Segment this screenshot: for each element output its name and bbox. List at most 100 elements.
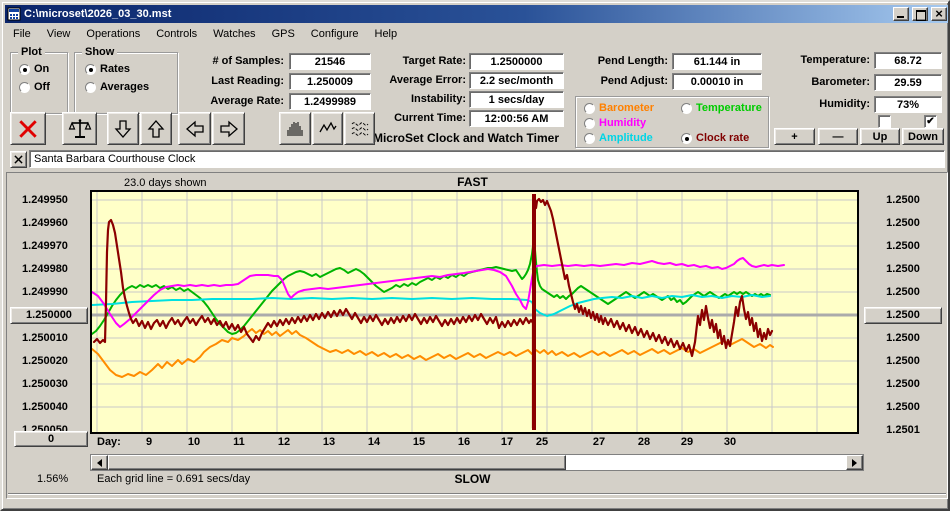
- temperature-field[interactable]: 68.72: [874, 52, 942, 69]
- minimize-button[interactable]: [893, 7, 909, 21]
- clock-name-field[interactable]: Santa Barbara Courthouse Clock: [29, 150, 945, 168]
- radio-icon[interactable]: [584, 102, 595, 114]
- radio-amplitude[interactable]: Amplitude: [584, 132, 653, 144]
- x-icon: [14, 155, 23, 164]
- zero-button[interactable]: 0: [14, 431, 88, 447]
- radio-icon[interactable]: [584, 117, 595, 129]
- series-clock-rate: [92, 195, 774, 430]
- title-bar[interactable]: C:\microset\2026_03_30.mst: [5, 5, 948, 23]
- plot-group: Plot On Off: [10, 46, 68, 114]
- y-axis-center-button[interactable]: 1.2500: [864, 307, 942, 324]
- radio-icon[interactable]: [681, 132, 692, 144]
- menu-item-operations[interactable]: Operations: [86, 28, 141, 40]
- radio-label: On: [34, 63, 50, 75]
- day-tick-30: 30: [723, 436, 737, 448]
- current-time-label: Current Time:: [394, 112, 466, 124]
- sensor-select-group: Barometer Humidity Amplitude Temperature…: [575, 96, 769, 148]
- grid-note-label: Each grid line = 0.691 secs/day: [97, 473, 251, 485]
- delete-button[interactable]: [10, 112, 46, 145]
- samples-field[interactable]: 21546: [289, 53, 371, 70]
- menu-item-view[interactable]: View: [46, 28, 71, 40]
- radio-show-averages[interactable]: Averages: [85, 81, 149, 93]
- scrollbar-thumb[interactable]: [108, 455, 566, 470]
- histogram-view-button[interactable]: [279, 112, 311, 145]
- temperature-label: Temperature:: [800, 54, 870, 66]
- radio-icon[interactable]: [584, 132, 595, 144]
- red-x-icon: [19, 119, 37, 138]
- radio-icon[interactable]: [19, 63, 30, 75]
- last-reading-field[interactable]: 1.250009: [289, 73, 371, 90]
- radio-clock-rate[interactable]: Clock rate: [681, 132, 749, 144]
- fast-label: FAST: [457, 175, 488, 189]
- scroll-right-button[interactable]: [846, 455, 863, 470]
- close-button[interactable]: [931, 7, 947, 21]
- plus-button[interactable]: +: [774, 128, 815, 145]
- series-humidity: [92, 257, 785, 328]
- balance-button[interactable]: [62, 112, 97, 145]
- y-axis-tick: 1.2501: [886, 424, 920, 436]
- up-button[interactable]: Up: [860, 128, 900, 145]
- target-rate-label: Target Rate:: [402, 55, 466, 67]
- left-triangle-icon: [97, 458, 102, 467]
- radio-icon[interactable]: [85, 81, 96, 93]
- radio-barometer[interactable]: Barometer: [584, 102, 654, 114]
- horizontal-scrollbar[interactable]: [90, 454, 864, 471]
- menu-item-file[interactable]: File: [13, 28, 31, 40]
- instability-field[interactable]: 1 secs/day: [469, 91, 564, 108]
- radio-humidity[interactable]: Humidity: [584, 117, 646, 129]
- pend-adjust-field[interactable]: 0.00010 in: [672, 73, 762, 90]
- radio-show-rates[interactable]: Rates: [85, 63, 130, 75]
- radio-label: Humidity: [599, 117, 647, 129]
- shift-up-button[interactable]: [140, 112, 172, 145]
- y-axis-tick: 1.249970: [22, 240, 68, 252]
- maximize-button[interactable]: [912, 7, 928, 21]
- pend-length-field[interactable]: 61.144 in: [672, 53, 762, 70]
- menu-item-configure[interactable]: Configure: [310, 28, 359, 40]
- radio-temperature[interactable]: Temperature: [681, 102, 762, 114]
- checkbox-right[interactable]: [924, 115, 937, 128]
- radio-label: Barometer: [599, 102, 655, 114]
- menu-item-controls[interactable]: Controls: [156, 28, 198, 40]
- wavy-lines-icon: [351, 121, 368, 136]
- average-error-field[interactable]: 2.2 sec/month: [469, 72, 564, 89]
- shift-right-button[interactable]: [212, 112, 245, 145]
- humidity-field[interactable]: 73%: [874, 96, 942, 113]
- radio-label: Rates: [100, 63, 130, 75]
- menu-item-help[interactable]: Help: [374, 28, 398, 40]
- day-tick-25: 25: [535, 436, 549, 448]
- rate-chart: [92, 192, 857, 432]
- multi-line-view-button[interactable]: [344, 112, 375, 145]
- window-title: C:\microset\2026_03_30.mst: [24, 8, 172, 20]
- plot-group-label: Plot: [18, 46, 45, 58]
- scroll-left-button[interactable]: [91, 455, 108, 470]
- radio-icon[interactable]: [19, 81, 30, 93]
- y-axis-center-button[interactable]: 1.250000: [10, 307, 88, 324]
- down-button[interactable]: Down: [902, 128, 944, 145]
- checkbox-left[interactable]: [878, 115, 891, 128]
- menu-item-watches[interactable]: Watches: [213, 28, 256, 40]
- clear-name-button[interactable]: [10, 151, 27, 168]
- current-time-field[interactable]: 12:00:56 AM: [469, 110, 564, 127]
- series-barometer: [92, 328, 774, 378]
- plot-area[interactable]: [90, 190, 859, 434]
- show-group: Show Rates Averages: [74, 46, 178, 114]
- radio-icon[interactable]: [681, 102, 692, 114]
- radio-icon[interactable]: [85, 63, 96, 75]
- app-icon: [7, 7, 21, 21]
- pend-adjust-label: Pend Adjust:: [600, 75, 668, 87]
- left-arrow-icon: [185, 120, 204, 137]
- target-rate-field[interactable]: 1.2500000: [469, 53, 564, 70]
- barometer-field[interactable]: 29.59: [874, 74, 942, 91]
- day-tick-28: 28: [637, 436, 651, 448]
- average-rate-field[interactable]: 1.2499989: [289, 93, 371, 110]
- menu-item-gps[interactable]: GPS: [271, 28, 295, 40]
- radio-plot-on[interactable]: On: [19, 63, 49, 75]
- day-tick-17: 17: [500, 436, 514, 448]
- shift-left-button[interactable]: [178, 112, 211, 145]
- radio-plot-off[interactable]: Off: [19, 81, 50, 93]
- line-view-button[interactable]: [312, 112, 343, 145]
- series-amplitude: [92, 294, 771, 317]
- minus-button[interactable]: —: [818, 128, 858, 145]
- shift-down-button[interactable]: [107, 112, 139, 145]
- day-tick-9: 9: [145, 436, 153, 448]
